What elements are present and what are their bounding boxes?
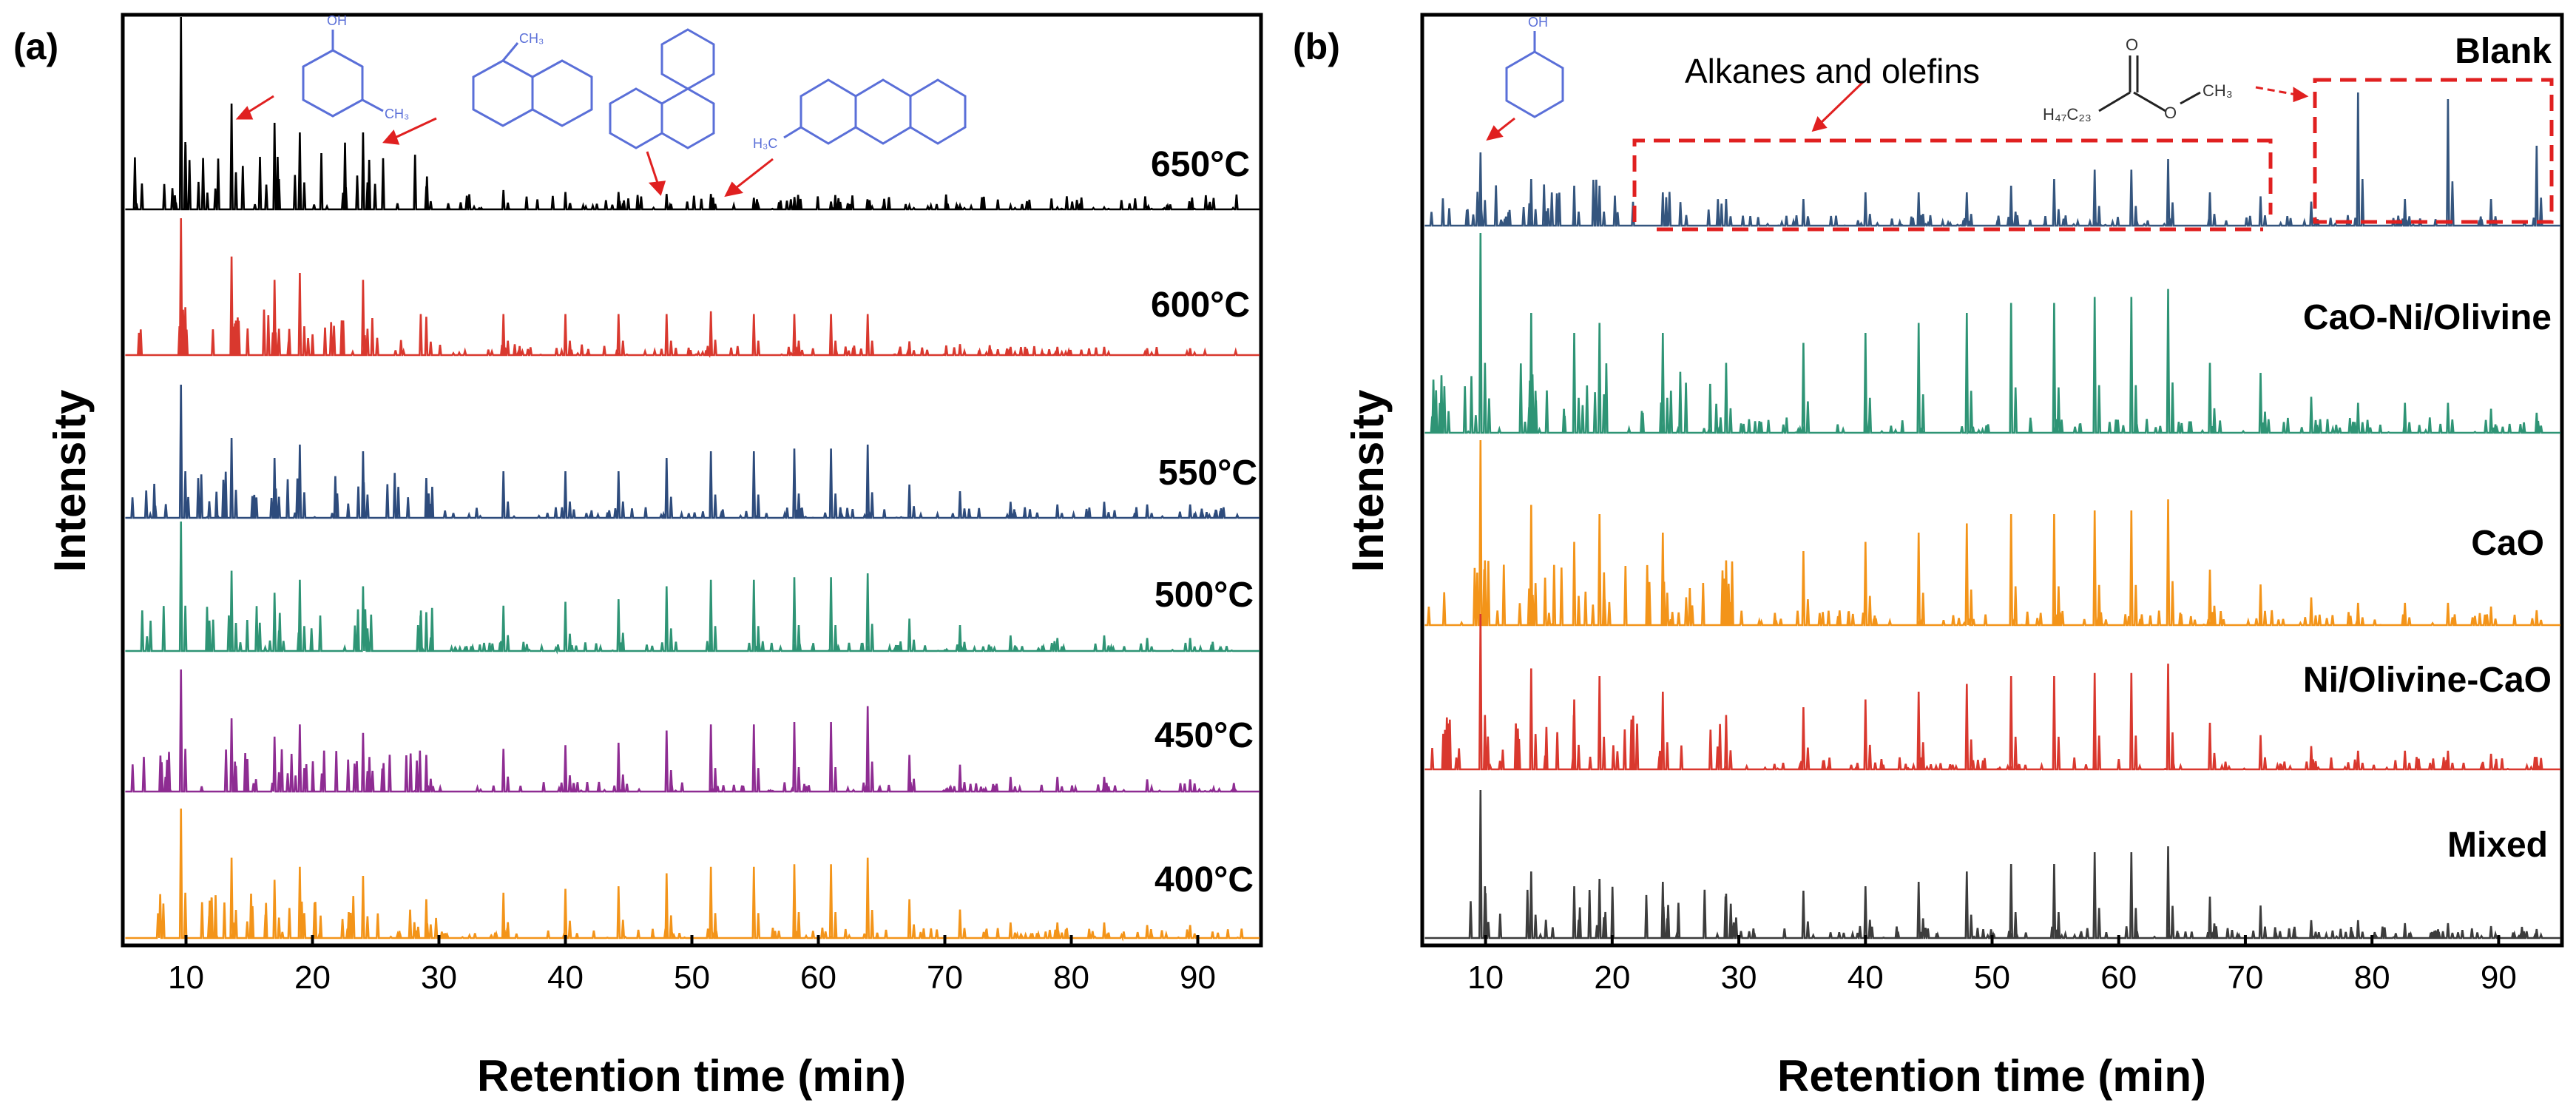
svg-text:CH₃: CH₃ <box>385 107 409 121</box>
svg-text:O: O <box>2164 104 2177 122</box>
x-tick-label: 90 <box>1180 959 1216 996</box>
series-line-550-c <box>125 384 1260 520</box>
x-tick-label: 50 <box>674 959 710 996</box>
x-tick-label: 60 <box>2100 959 2137 996</box>
series-label-500: 500°C <box>1155 576 1254 615</box>
x-ticks-panel-b: 10 20 30 40 50 60 70 80 90 <box>1467 935 2517 996</box>
x-tick-label: 30 <box>1721 959 1757 996</box>
svg-text:OH: OH <box>327 13 347 28</box>
y-axis-label-a: Intensity <box>45 389 95 572</box>
series-label-450: 450°C <box>1155 716 1254 755</box>
series-label-cao-ni-olivine: CaO-Ni/Olivine <box>2303 298 2552 337</box>
series-label-ni-olivine-cao: Ni/Olivine-CaO <box>2303 661 2552 700</box>
series-line-600-c <box>125 217 1260 358</box>
x-tick-label: 30 <box>421 959 457 996</box>
x-axis-label-a: Retention time (min) <box>477 1051 906 1101</box>
x-tick-label: 40 <box>1848 959 1884 996</box>
panel-label-a: (a) <box>13 26 58 67</box>
x-tick-label: 20 <box>1594 959 1630 996</box>
x-tick-label: 70 <box>2227 959 2263 996</box>
series-line-cao-ni-olivine <box>1424 232 2560 435</box>
x-tick-label: 40 <box>547 959 584 996</box>
series-line-650-c <box>125 16 1260 211</box>
series-label-blank: Blank <box>2455 32 2552 71</box>
x-tick-label: 10 <box>1467 959 1504 996</box>
series-line-blank <box>1424 92 2560 227</box>
x-ticks-panel-a: 10 20 30 40 50 60 70 80 90 <box>168 935 1216 996</box>
phenol-derivative-structure: OH CH₃ <box>302 13 409 121</box>
x-axis-label-b: Retention time (min) <box>1777 1051 2206 1101</box>
svg-text:CH₃: CH₃ <box>2203 81 2233 100</box>
x-tick-label: 80 <box>1053 959 1089 996</box>
series-label-650: 650°C <box>1151 145 1250 184</box>
svg-text:CH₃: CH₃ <box>519 31 544 46</box>
x-tick-label: 70 <box>927 959 963 996</box>
series-line-mixed <box>1424 789 2560 940</box>
svg-text:OH: OH <box>1528 15 1548 30</box>
series-labels-panel-b: Blank CaO-Ni/Olivine CaO Ni/Olivine-CaO … <box>2303 32 2552 865</box>
series-label-cao: CaO <box>2471 524 2544 563</box>
series-line-ni-olivine-cao <box>1424 613 2560 771</box>
svg-text:H₃C: H₃C <box>753 136 777 151</box>
series-label-mixed: Mixed <box>2447 826 2548 865</box>
annotation-arrows-b <box>1486 80 2309 141</box>
series-label-600: 600°C <box>1151 286 1250 325</box>
svg-text:O: O <box>2126 36 2138 54</box>
svg-text:H₄₇C₂₃: H₄₇C₂₃ <box>2043 105 2092 124</box>
y-axis-label-b: Intensity <box>1343 389 1393 572</box>
plot-frame-b <box>1420 13 2564 948</box>
series-label-550: 550°C <box>1158 453 1257 493</box>
series-line-400-c <box>125 808 1260 942</box>
phenanthrene-structure <box>609 28 715 149</box>
methylanthracene-structure: H₃C <box>753 78 967 151</box>
panel-label-b: (b) <box>1293 26 1340 67</box>
plot-frame-a <box>121 13 1263 948</box>
traces-panel-b <box>1424 92 2560 940</box>
phenol-structure: OH <box>1505 15 1564 118</box>
annotation-arrows-a <box>235 95 774 198</box>
series-line-500-c <box>125 521 1260 655</box>
methylnaphthalene-structure: CH₃ <box>472 31 593 127</box>
methyl-ester-structure: H₄₇C₂₃ O O CH₃ <box>2043 36 2233 124</box>
series-line-450-c <box>125 669 1260 793</box>
series-labels-panel-a: 650°C 600°C 550°C 500°C 450°C 400°C <box>1151 145 1257 900</box>
x-tick-label: 80 <box>2354 959 2390 996</box>
alkanes-olefins-annotation: Alkanes and olefins <box>1685 52 1980 90</box>
x-tick-label: 90 <box>2481 959 2517 996</box>
x-tick-label: 20 <box>294 959 331 996</box>
x-tick-label: 50 <box>1974 959 2010 996</box>
traces-panel-a <box>125 16 1260 942</box>
x-tick-label: 10 <box>168 959 204 996</box>
series-line-cao <box>1424 439 2560 627</box>
alkanes-olefins-box <box>1632 138 2273 232</box>
series-label-400: 400°C <box>1155 860 1254 900</box>
x-tick-label: 60 <box>800 959 836 996</box>
ester-region-box <box>2313 78 2554 224</box>
